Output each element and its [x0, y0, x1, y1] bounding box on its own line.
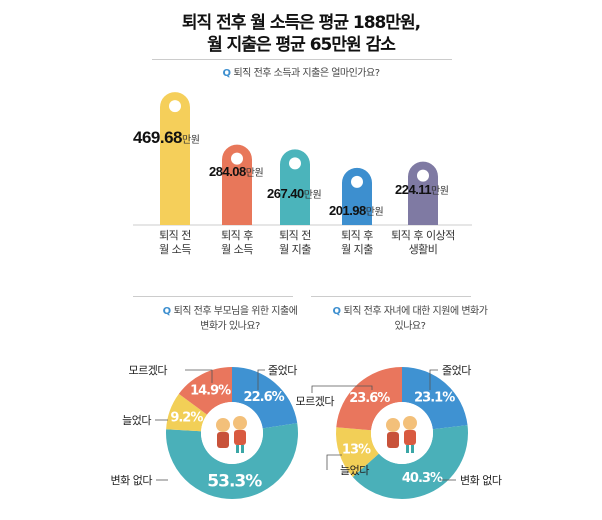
figure-body: [404, 430, 416, 445]
elderly-couple-icon: [216, 416, 247, 453]
leader-line: [257, 369, 265, 390]
q-icon: Q: [222, 68, 231, 79]
bar-question: Q 퇴직 전후 소득과 지출은 얼마인가요?: [0, 66, 602, 81]
bar: [280, 149, 310, 225]
figure-head: [386, 418, 400, 432]
bar-unit: 만원: [366, 206, 384, 218]
title-line-2: 월 지출은 평균 65만원 감소: [207, 35, 396, 55]
figure-head: [216, 418, 230, 432]
bar-category-label: 퇴직 전: [159, 229, 191, 242]
figure-leg: [406, 445, 409, 453]
pie-category-label: 줄었다: [268, 364, 297, 377]
q-icon: Q: [162, 306, 172, 317]
pie-category-label: 모르겠다: [129, 364, 168, 377]
figure-body: [234, 430, 246, 445]
pie-category-label: 변화 없다: [111, 474, 153, 487]
bar-category-label: 월 소득: [159, 243, 191, 256]
pie-slice: [232, 367, 298, 429]
figure-leg: [411, 445, 414, 453]
pie-value-label: 23.1%: [414, 391, 455, 406]
pie-slice: [166, 423, 298, 500]
pie-center: [201, 402, 263, 464]
title-line-1: 퇴직 전후 월 소득은 평균 188만원,: [181, 13, 421, 33]
pie-category-label: 모르겠다: [296, 395, 335, 408]
leader-line: [311, 385, 373, 393]
leader-line: [326, 454, 342, 470]
bar-category-label: 생활비: [409, 242, 438, 256]
bar-unit: 만원: [182, 134, 200, 146]
divider: [311, 296, 471, 297]
figure-body: [217, 432, 229, 448]
leader-line: [429, 369, 438, 390]
pie-category-label: 변화 없다: [460, 474, 502, 487]
pie-category-label: 줄었다: [442, 364, 471, 377]
pie-value-label: 22.6%: [244, 390, 285, 405]
pie1-question-line2: 변화가 있나요?: [200, 321, 260, 332]
bar-category-label: 퇴직 후 이상적: [391, 229, 455, 242]
bar-unit: 만원: [304, 189, 322, 201]
bar-value-label: 201.98만원: [329, 203, 383, 218]
bar-unit: 만원: [246, 167, 264, 179]
bar-question-text: 퇴직 전후 소득과 지출은 얼마인가요?: [233, 68, 380, 79]
pie2-question: Q 퇴직 전후 자녀에 대한 지원에 변화가 있나요?: [300, 304, 520, 334]
bar-value-label: 284.08만원: [209, 164, 263, 179]
divider: [152, 59, 452, 60]
bar-value-label: 224.11만원: [395, 182, 449, 197]
pie-value-label: 9.2%: [170, 411, 203, 426]
figure-head: [403, 416, 417, 430]
bar-category-label: 퇴직 후: [341, 229, 373, 242]
pie-slice: [336, 427, 379, 477]
page-title: 퇴직 전후 월 소득은 평균 188만원, 월 지출은 평균 65만원 감소: [0, 12, 602, 56]
bar-hole: [169, 100, 181, 113]
figure-leg: [241, 445, 244, 453]
pie-slice: [352, 425, 468, 499]
figure-leg: [236, 445, 239, 453]
bar-hole: [231, 152, 243, 165]
pie1-question-line1: 퇴직 전후 부모님을 위한 지출에: [173, 306, 298, 317]
pie-slice: [402, 367, 468, 430]
bar-hole: [351, 175, 363, 188]
pie-value-label: 13%: [342, 442, 371, 457]
bar: [408, 161, 438, 225]
bar: [160, 92, 190, 225]
bar-unit: 만원: [431, 185, 449, 197]
figure-body: [387, 432, 399, 448]
pie-value-label: 40.3%: [402, 471, 443, 486]
bar-category-label: 월 지출: [341, 243, 373, 256]
bar-category-label: 월 소득: [221, 243, 253, 256]
bar-value-label: 267.40만원: [267, 186, 321, 201]
bar-category-label: 월 지출: [279, 243, 311, 256]
children-icon: [386, 416, 417, 453]
pie-category-label: 늘었다: [122, 414, 151, 427]
q-icon: Q: [332, 306, 342, 317]
pie2-question-line2: 있나요?: [394, 321, 426, 332]
divider: [133, 296, 293, 297]
leader-line: [185, 369, 213, 383]
bar-category-label: 퇴직 전: [279, 229, 311, 242]
bar-category-label: 퇴직 후: [221, 229, 253, 242]
pie-value-label: 53.3%: [207, 471, 262, 491]
bar-hole: [417, 169, 429, 182]
pie-slice: [336, 367, 402, 431]
pie1-question: Q 퇴직 전후 부모님을 위한 지출에 변화가 있나요?: [125, 304, 335, 334]
figure-head: [233, 416, 247, 430]
bar-hole: [289, 157, 301, 170]
pie-category-label: 늘었다: [340, 464, 369, 477]
pie-value-label: 23.6%: [349, 391, 390, 406]
bar: [342, 167, 372, 225]
pie2-question-line1: 퇴직 전후 자녀에 대한 지원에 변화가: [343, 306, 488, 317]
pie-value-label: 14.9%: [190, 384, 231, 399]
pie-slice: [178, 367, 232, 415]
bar: [222, 144, 252, 225]
pie-center: [371, 402, 433, 464]
pie-slice: [166, 393, 208, 432]
